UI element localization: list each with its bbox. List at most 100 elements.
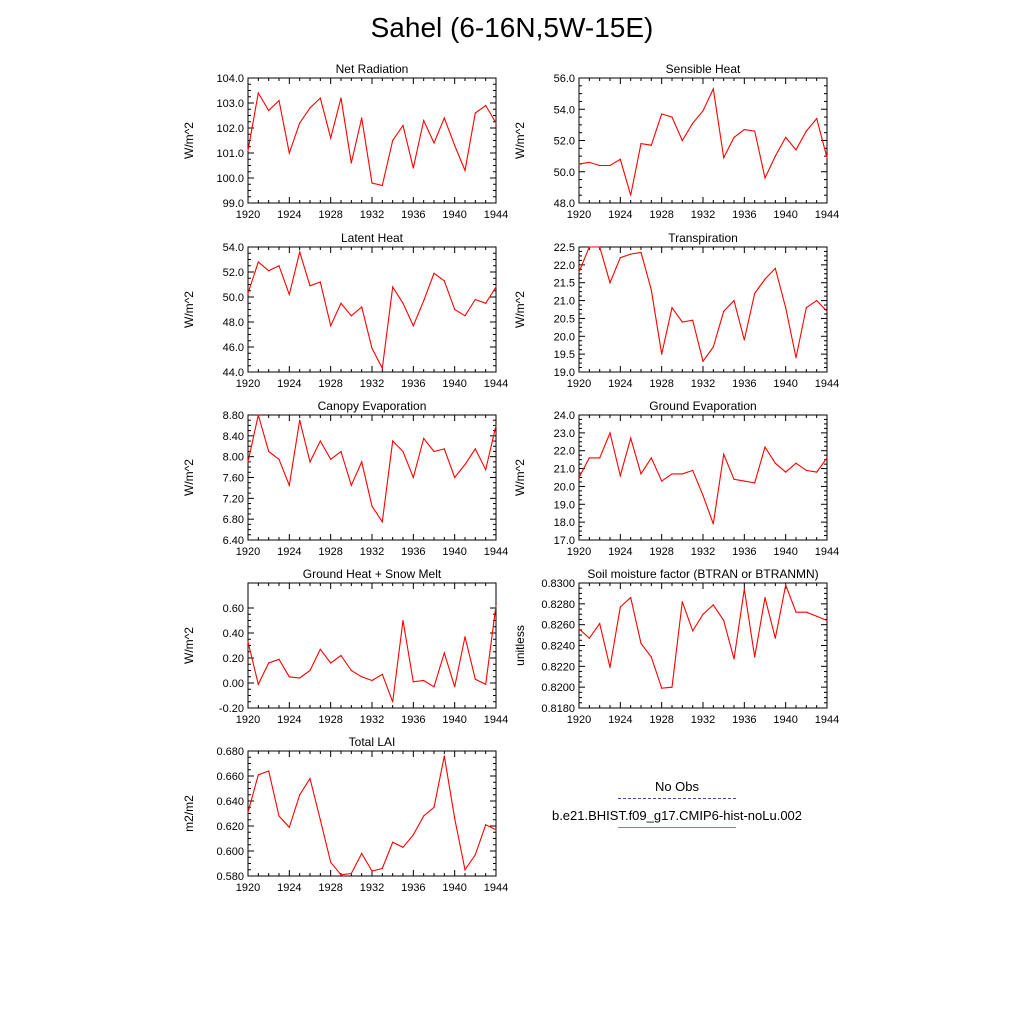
y-tick-label: 19.0 — [554, 367, 575, 379]
data-point — [609, 666, 611, 668]
data-point — [433, 142, 435, 144]
data-point — [733, 658, 735, 660]
x-tick-label: 1936 — [401, 209, 425, 221]
data-point — [702, 110, 704, 112]
data-point — [319, 648, 321, 650]
data-point — [319, 281, 321, 283]
data-point — [640, 251, 642, 253]
data-point — [257, 414, 259, 416]
data-point — [661, 113, 663, 115]
y-tick-label: 44.0 — [223, 367, 244, 379]
data-point — [805, 611, 807, 613]
y-tick-label: 0.680 — [216, 746, 244, 758]
data-point — [599, 623, 601, 625]
panel-title: Ground Heat + Snow Melt — [303, 567, 442, 581]
data-point — [650, 457, 652, 459]
data-point — [288, 152, 290, 154]
y-axis-label: W/m^2 — [513, 291, 527, 328]
y-tick-label: 6.40 — [223, 535, 244, 547]
data-point — [630, 437, 632, 439]
x-tick-label: 1928 — [318, 209, 342, 221]
data-point — [754, 482, 756, 484]
data-point — [805, 130, 807, 132]
data-point — [288, 293, 290, 296]
data-point — [702, 494, 704, 496]
y-axis-label: W/m^2 — [182, 459, 196, 496]
y-tick-label: 52.0 — [223, 267, 244, 279]
data-point — [340, 302, 342, 304]
data-point — [671, 307, 673, 309]
data-point — [578, 628, 580, 630]
data-point — [785, 471, 787, 473]
data-point — [330, 861, 332, 863]
data-point — [743, 588, 745, 590]
data-point — [381, 867, 383, 870]
y-tick-label: 7.60 — [223, 473, 244, 485]
data-point — [278, 99, 280, 102]
y-tick-label: 0.20 — [223, 653, 244, 665]
data-point — [681, 473, 683, 475]
x-tick-label: 1920 — [567, 546, 591, 558]
y-tick-label: 0.8260 — [541, 620, 575, 632]
data-point — [723, 619, 725, 622]
panel-5: Canopy Evaporation W/m^2 1920 1924 1928 1932 1… — [182, 399, 508, 558]
y-tick-label: 7.20 — [223, 493, 244, 505]
data-point — [433, 806, 435, 808]
data-point — [671, 686, 673, 688]
y-tick-label: 48.0 — [223, 317, 244, 329]
y-tick-label: 21.0 — [554, 464, 575, 476]
data-point — [640, 143, 642, 145]
data-point — [485, 824, 487, 826]
panel-title: Soil moisture factor (BTRAN or BTRANMN) — [587, 567, 818, 581]
data-point — [350, 315, 352, 317]
legend: No Obs b.e21.BHIST.f09_g17.CMIP6-hist-no… — [512, 778, 842, 836]
data-point — [485, 302, 487, 304]
data-point — [443, 755, 445, 757]
data-point — [650, 144, 652, 146]
series-line — [578, 583, 828, 689]
x-tick-label: 1920 — [236, 882, 260, 894]
data-point — [795, 611, 797, 613]
data-point — [454, 817, 456, 820]
x-tick-label: 1928 — [649, 209, 673, 221]
data-point — [712, 604, 714, 606]
x-tick-label: 1920 — [236, 209, 260, 221]
data-point — [381, 184, 383, 187]
data-point — [816, 299, 818, 302]
data-point — [247, 811, 249, 813]
data-point — [805, 469, 807, 471]
data-point — [299, 794, 301, 796]
data-point — [764, 596, 766, 599]
y-tick-label: 18.0 — [554, 517, 575, 529]
data-point — [299, 122, 301, 124]
y-tick-label: 24.0 — [554, 410, 575, 422]
data-point — [443, 280, 445, 282]
x-tick-label: 1944 — [815, 546, 839, 558]
y-tick-label: 0.580 — [216, 871, 244, 883]
y-tick-label: 48.0 — [554, 198, 575, 210]
data-point — [464, 463, 466, 466]
x-tick-label: 1932 — [360, 714, 384, 726]
data-point — [630, 596, 632, 599]
series-line — [578, 431, 828, 525]
x-tick-label: 1924 — [608, 378, 632, 390]
plot-frame — [247, 414, 497, 541]
data-point — [599, 457, 601, 459]
data-point — [723, 157, 725, 159]
panel-title: Ground Evaporation — [649, 399, 756, 413]
data-point — [495, 829, 497, 831]
data-point — [681, 321, 683, 323]
data-point — [609, 432, 611, 434]
legend-model-line — [618, 827, 736, 828]
data-point — [392, 440, 394, 442]
data-point — [423, 679, 425, 682]
data-point — [257, 261, 259, 263]
plot-frame — [247, 246, 497, 373]
data-point — [423, 815, 425, 817]
data-point — [288, 676, 290, 678]
panel-title: Transpiration — [668, 231, 738, 245]
y-tick-label: 50.0 — [223, 292, 244, 304]
data-point — [319, 97, 321, 99]
data-point — [599, 246, 601, 248]
y-tick-label: 0.00 — [223, 678, 244, 690]
